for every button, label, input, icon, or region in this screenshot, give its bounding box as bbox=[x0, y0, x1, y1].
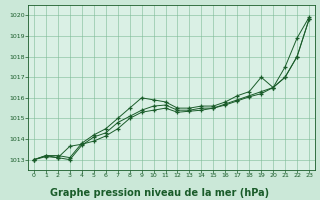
Text: Graphe pression niveau de la mer (hPa): Graphe pression niveau de la mer (hPa) bbox=[51, 188, 269, 198]
